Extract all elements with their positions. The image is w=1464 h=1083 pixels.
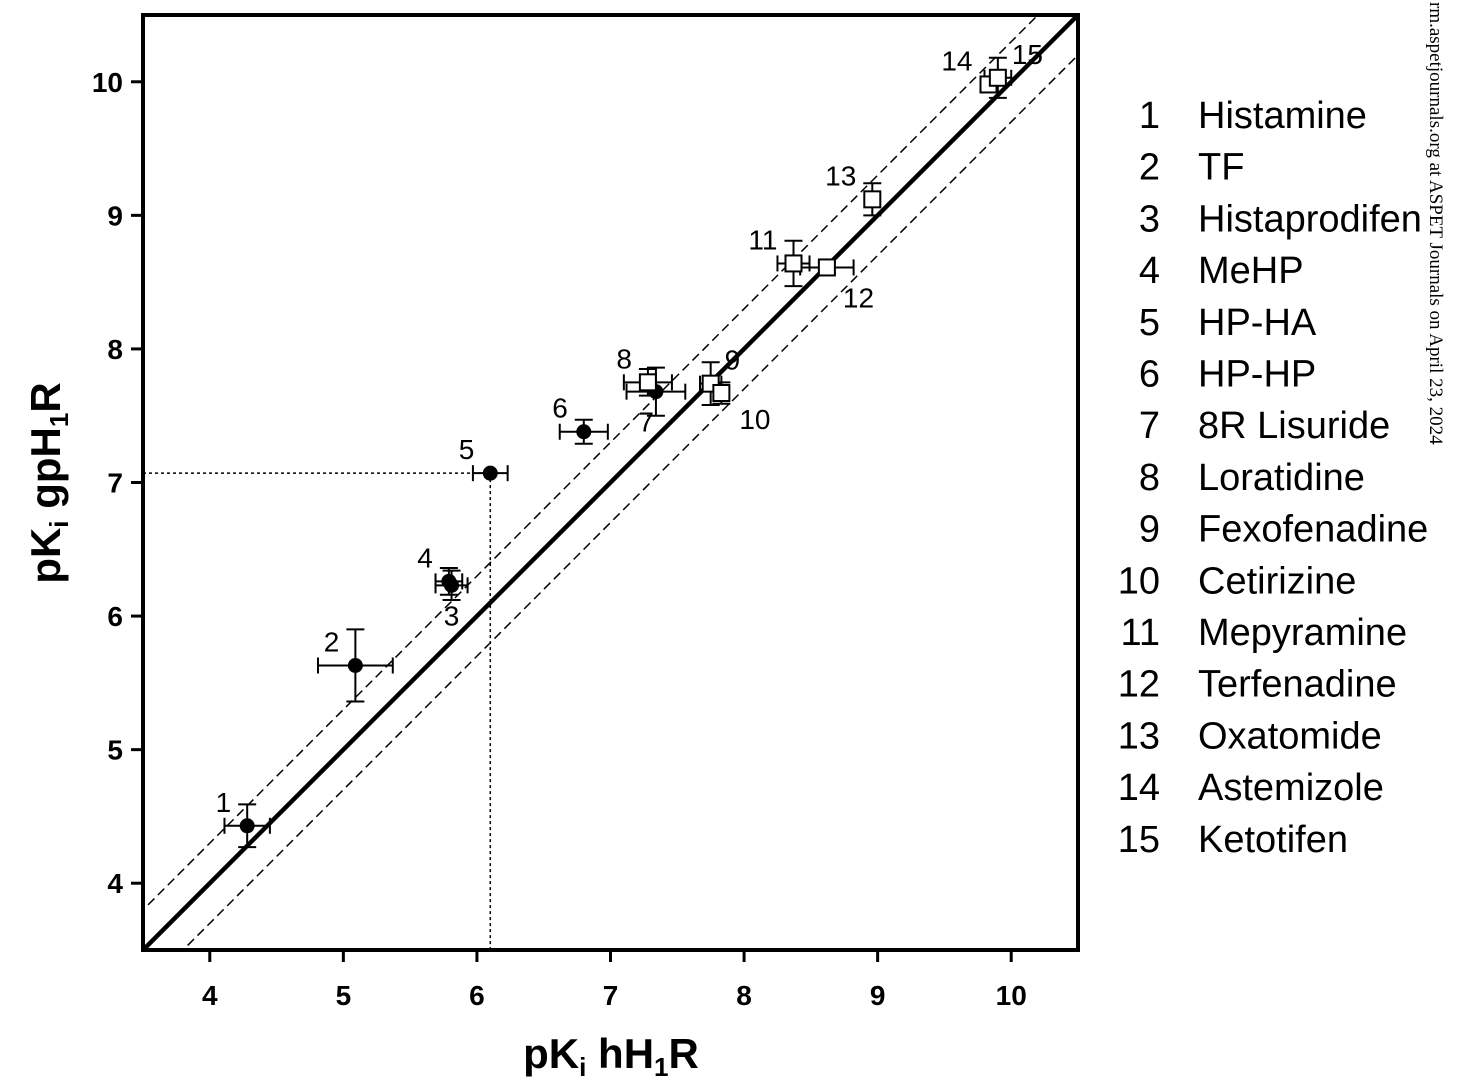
legend-label: Astemizole: [1198, 767, 1384, 809]
y-tick-label: 9: [107, 200, 123, 231]
point-label-13: 13: [825, 160, 856, 191]
legend-number: 4: [1139, 250, 1160, 292]
watermark-text: rm.aspetjournals.org at ASPET Journals o…: [1425, 2, 1446, 445]
x-tick-label: 4: [202, 980, 218, 1011]
legend-number: 12: [1118, 664, 1160, 706]
data-point-4: [441, 573, 457, 589]
legend-number: 15: [1118, 819, 1160, 861]
legend-number: 14: [1118, 767, 1160, 809]
data-point-6: [576, 424, 592, 440]
legend-label: Oxatomide: [1198, 715, 1382, 757]
point-label-14: 14: [941, 45, 972, 76]
legend-label: Terfenadine: [1198, 664, 1397, 706]
y-tick-label: 8: [107, 334, 123, 365]
point-label-11: 11: [748, 224, 777, 255]
data-point-8: [638, 373, 657, 392]
point-label-12: 12: [843, 282, 874, 313]
x-tick-label: 6: [469, 980, 485, 1011]
offset-dashed-line-1: [143, 15, 1039, 911]
x-tick-label: 8: [736, 980, 752, 1011]
plot-frame: [141, 13, 1080, 952]
data-markers: [239, 68, 1007, 834]
legend: 1 Histamine 2 TF 3 Histaprodifen 4 MeHP 5 HP-HA 6 H…: [1118, 95, 1429, 861]
y-axis-title: pKi gpH1R: [22, 382, 74, 583]
legend-label: 8R Lisuride: [1198, 405, 1390, 447]
legend-label: TF: [1198, 147, 1244, 189]
point-label-4: 4: [417, 542, 433, 573]
y-axis: 4 5 6 7 8 9 10: [92, 67, 143, 899]
data-point-10: [712, 384, 731, 403]
point-label-5: 5: [459, 434, 475, 465]
point-label-7: 7: [638, 407, 654, 438]
y-tick-label: 4: [107, 868, 123, 899]
data-point-15: [988, 68, 1007, 87]
error-bars: [223, 56, 1013, 849]
guide-lines: [143, 472, 492, 950]
y-tick-label: 7: [107, 468, 123, 499]
point-label-10: 10: [739, 404, 770, 435]
data-point-5: [482, 465, 498, 481]
point-label-6: 6: [552, 393, 568, 424]
x-tick-label: 10: [996, 980, 1027, 1011]
x-axis: 4 5 6 7 8 9 10: [202, 950, 1027, 1011]
point-label-9: 9: [725, 345, 741, 376]
legend-label: Histamine: [1198, 95, 1367, 137]
legend-label: HP-HA: [1198, 302, 1317, 344]
legend-number: 1: [1139, 95, 1160, 137]
data-point-2: [347, 657, 363, 673]
legend-number: 7: [1139, 405, 1160, 447]
legend-number: 13: [1118, 715, 1160, 757]
x-tick-label: 7: [603, 980, 619, 1011]
point-label-3: 3: [444, 600, 460, 631]
legend-label: Histaprodifen: [1198, 198, 1422, 240]
reference-lines: [143, 15, 1078, 950]
legend-number: 11: [1121, 612, 1160, 654]
point-label-2: 2: [324, 626, 340, 657]
legend-number: 6: [1139, 354, 1160, 396]
y-tick-label: 5: [107, 735, 123, 766]
data-point-11: [784, 254, 803, 273]
offset-dashed-line-2: [182, 54, 1078, 950]
point-label-15: 15: [1012, 39, 1043, 70]
legend-label: HP-HP: [1198, 354, 1316, 396]
x-tick-label: 9: [870, 980, 886, 1011]
data-point-1: [239, 818, 255, 834]
x-axis-title: pKi hH1R: [523, 1030, 699, 1082]
legend-label: Mepyramine: [1198, 612, 1407, 654]
legend-number: 2: [1139, 147, 1160, 189]
x-tick-label: 5: [336, 980, 352, 1011]
y-tick-label: 10: [92, 67, 123, 98]
legend-number: 9: [1139, 509, 1160, 551]
legend-label: Fexofenadine: [1198, 509, 1428, 551]
y-tick-label: 6: [107, 601, 123, 632]
legend-number: 10: [1118, 560, 1160, 602]
data-point-12: [817, 258, 836, 277]
legend-label: MeHP: [1198, 250, 1304, 292]
legend-label: Loratidine: [1198, 457, 1365, 499]
legend-label: Ketotifen: [1198, 819, 1348, 861]
identity-line: [143, 15, 1078, 950]
point-label-1: 1: [216, 787, 232, 818]
legend-number: 8: [1139, 457, 1160, 499]
legend-number: 3: [1139, 198, 1160, 240]
point-label-8: 8: [616, 343, 632, 374]
legend-label: Cetirizine: [1198, 560, 1356, 602]
legend-number: 5: [1139, 302, 1160, 344]
data-point-13: [863, 190, 882, 209]
